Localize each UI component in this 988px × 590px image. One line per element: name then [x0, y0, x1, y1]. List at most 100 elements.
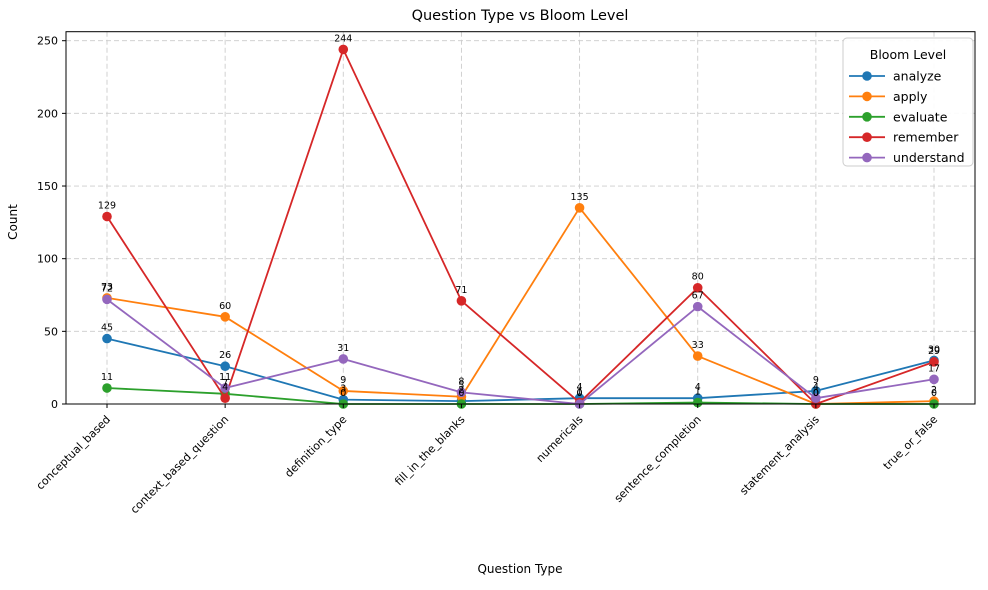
x-tick-label: numericals	[534, 413, 586, 465]
y-tick-label: 50	[44, 325, 58, 338]
legend-title: Bloom Level	[870, 47, 947, 62]
legend-frame	[842, 37, 974, 167]
y-tick-label: 100	[37, 253, 58, 266]
value-label-evaluate: 1	[695, 387, 701, 398]
series-line-understand	[106, 298, 935, 405]
value-label-understand: 11	[219, 372, 231, 383]
value-label-evaluate: 0	[458, 388, 464, 399]
value-label-analyze: 2	[458, 385, 464, 396]
value-label-apply: 73	[101, 282, 113, 293]
value-label-remember: 129	[98, 201, 116, 212]
value-label-analyze: 4	[695, 382, 701, 393]
value-label-analyze: 26	[219, 350, 231, 361]
grid-lines	[66, 31, 975, 405]
value-label-understand: 4	[813, 382, 819, 393]
data-point-evaluate	[102, 383, 112, 393]
legend-entry-analyze: analyze	[893, 69, 942, 84]
value-label-understand: 8	[458, 376, 464, 387]
value-label-remember: 4	[222, 382, 228, 393]
value-label-remember: 29	[928, 346, 940, 357]
legend-entry-apply: apply	[893, 89, 928, 104]
x-tick-label: context_based_question	[128, 413, 231, 516]
y-tick-label: 0	[51, 398, 58, 411]
value-label-evaluate: 0	[340, 388, 346, 399]
value-label-understand: 17	[928, 363, 940, 374]
value-label-apply: 0	[813, 388, 819, 399]
value-label-evaluate: 0	[577, 388, 583, 399]
x-tick-label: definition_type	[282, 413, 349, 480]
value-label-understand: 0	[577, 388, 583, 399]
y-tick-label: 150	[37, 180, 58, 193]
legend-marker-evaluate	[862, 112, 872, 122]
value-label-apply: 135	[571, 192, 589, 203]
series-line-analyze	[106, 337, 935, 402]
value-label-analyze: 3	[340, 384, 346, 395]
data-point-understand	[102, 294, 112, 305]
value-label-apply: 60	[219, 301, 231, 312]
value-label-understand: 67	[692, 291, 704, 302]
x-axis-title: Question Type	[477, 562, 562, 576]
data-point-remember	[220, 393, 230, 403]
value-label-evaluate: 0	[813, 388, 819, 399]
value-label-remember: 80	[692, 272, 704, 283]
legend-marker-apply	[862, 91, 872, 102]
y-tick-label: 200	[37, 107, 58, 120]
legend-marker-remember	[862, 132, 872, 142]
x-tick-label: sentence_completion	[612, 413, 704, 505]
series-line-apply	[106, 206, 935, 405]
value-label-remember: 0	[813, 388, 819, 399]
legend-entry-understand: understand	[893, 150, 965, 165]
value-label-evaluate: 11	[101, 372, 113, 383]
value-label-apply: 33	[692, 340, 704, 351]
x-tick-label: conceptual_based	[34, 413, 113, 492]
data-point-understand	[456, 387, 467, 398]
data-point-understand	[220, 383, 230, 393]
data-point-remember	[338, 44, 349, 55]
chart-title: Question Type vs Bloom Level	[412, 8, 629, 24]
value-label-analyze: 45	[101, 323, 113, 334]
data-point-understand	[929, 374, 939, 385]
legend-entry-remember: remember	[893, 130, 959, 145]
value-label-apply: 2	[931, 385, 937, 396]
plot-border	[65, 31, 976, 405]
data-point-remember	[692, 282, 703, 293]
data-point-apply	[574, 203, 585, 213]
data-point-evaluate	[692, 397, 703, 408]
data-point-understand	[811, 393, 821, 403]
series-line-remember	[106, 48, 935, 405]
value-label-remember: 1	[577, 387, 583, 398]
data-point-analyze	[102, 333, 112, 344]
data-point-understand	[692, 301, 703, 312]
data-point-analyze	[811, 386, 821, 396]
legend-entry-evaluate: evaluate	[893, 109, 948, 124]
value-label-remember: 244	[334, 33, 352, 44]
x-tick-label: true_or_false	[881, 413, 941, 473]
data-point-apply	[338, 386, 349, 396]
data-point-remember	[929, 357, 939, 367]
value-label-apply: 5	[458, 381, 464, 392]
y-axis-title: Count	[6, 204, 20, 240]
data-point-understand	[338, 354, 349, 364]
y-tick-label: 250	[37, 35, 58, 48]
data-point-apply	[220, 312, 230, 322]
value-label-analyze: 30	[928, 344, 940, 355]
value-label-evaluate: 7	[222, 378, 228, 389]
legend-marker-analyze	[862, 71, 872, 81]
data-point-remember	[102, 211, 112, 222]
data-point-apply	[692, 351, 703, 361]
value-label-apply: 9	[340, 375, 346, 386]
legend: Bloom Level analyze apply evaluate remember…	[842, 37, 974, 167]
x-tick-label: statement_analysis	[737, 413, 822, 498]
data-point-remember	[456, 296, 467, 306]
legend-marker-understand	[862, 152, 872, 163]
value-label-analyze: 9	[813, 375, 819, 386]
value-label-understand: 72	[101, 283, 113, 294]
data-point-analyze	[220, 361, 230, 372]
value-label-evaluate: 0	[931, 388, 937, 399]
x-tick-label: fill_in_the_blanks	[392, 413, 467, 488]
value-label-understand: 31	[337, 343, 349, 354]
